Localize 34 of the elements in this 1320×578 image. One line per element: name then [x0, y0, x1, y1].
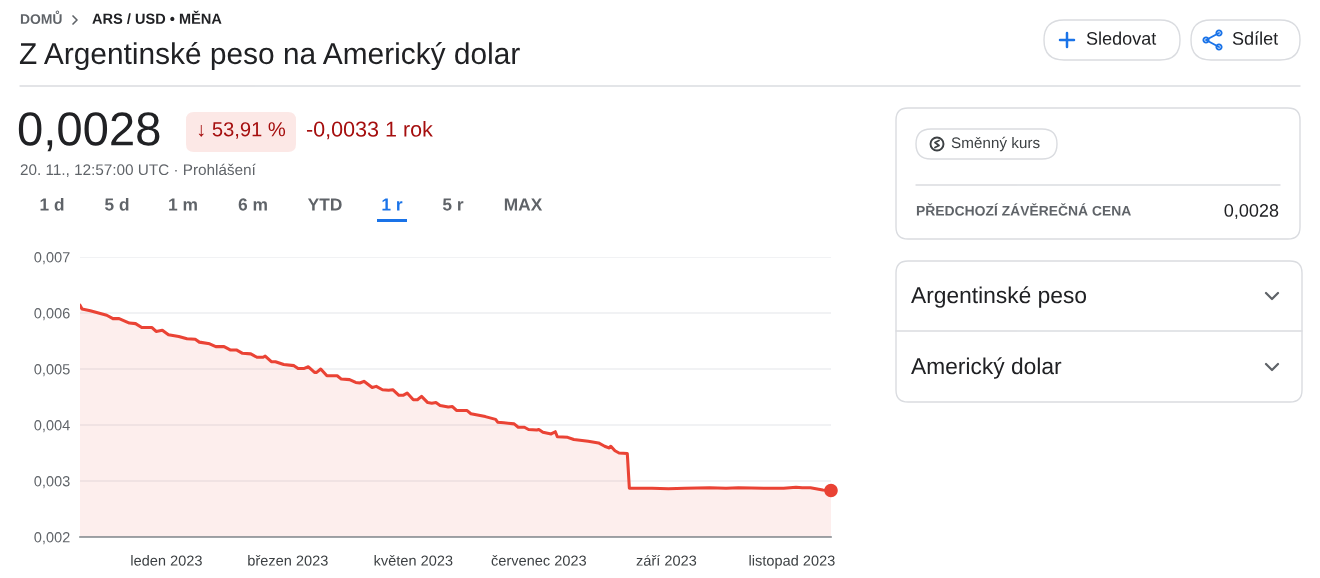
- y-tick-label: 0,003: [34, 476, 70, 489]
- text: Směnný kurs: [951, 136, 1040, 152]
- x-tick-label: leden 2023: [131, 555, 202, 566]
- text: ↓ 53,91 %: [198, 122, 286, 139]
- x-tick-label: červenec 2023: [491, 555, 587, 566]
- text: 5 d: [104, 197, 129, 211]
- text: DOMŮ: [20, 10, 62, 25]
- text: 6 m: [238, 198, 267, 211]
- y-tick-label: 0,005: [34, 364, 70, 377]
- text: Sdílet: [1232, 31, 1279, 45]
- text: -0,0033 1 rok: [306, 120, 433, 140]
- text: PŘEDCHOZÍ ZÁVĚREČNÁ CENA: [916, 203, 1131, 216]
- text: MAX: [504, 198, 543, 211]
- text: Americký dolar: [911, 357, 1062, 379]
- y-tick-label: 0,002: [34, 532, 70, 545]
- y-tick-label: 0,004: [34, 420, 70, 433]
- chart-title: Z Argentinské peso na Americký dolar: [19, 41, 520, 71]
- text: 20. 11., 12:57:00 UTC · Prohlášení: [20, 163, 256, 177]
- y-tick-label: 0,006: [34, 308, 70, 321]
- text: Argentinské peso: [911, 286, 1087, 308]
- x-tick-label: listopad 2023: [749, 555, 835, 569]
- y-tick-label: 0,007: [34, 252, 70, 265]
- x-tick-label: březen 2023: [248, 555, 328, 566]
- text: 1 r: [382, 198, 403, 211]
- text: Sledovat: [1086, 31, 1157, 45]
- text: YTD: [307, 198, 342, 211]
- text: 1 m: [169, 198, 197, 211]
- text: 5 r: [442, 198, 464, 211]
- text: 1 d: [40, 197, 64, 211]
- text: 0,0028: [18, 112, 160, 152]
- text: 0,0028: [1224, 204, 1279, 219]
- x-tick-label: květen 2023: [374, 555, 453, 566]
- text: ARS / USD • MĚNA: [92, 10, 222, 25]
- x-tick-label: září 2023: [636, 554, 697, 566]
